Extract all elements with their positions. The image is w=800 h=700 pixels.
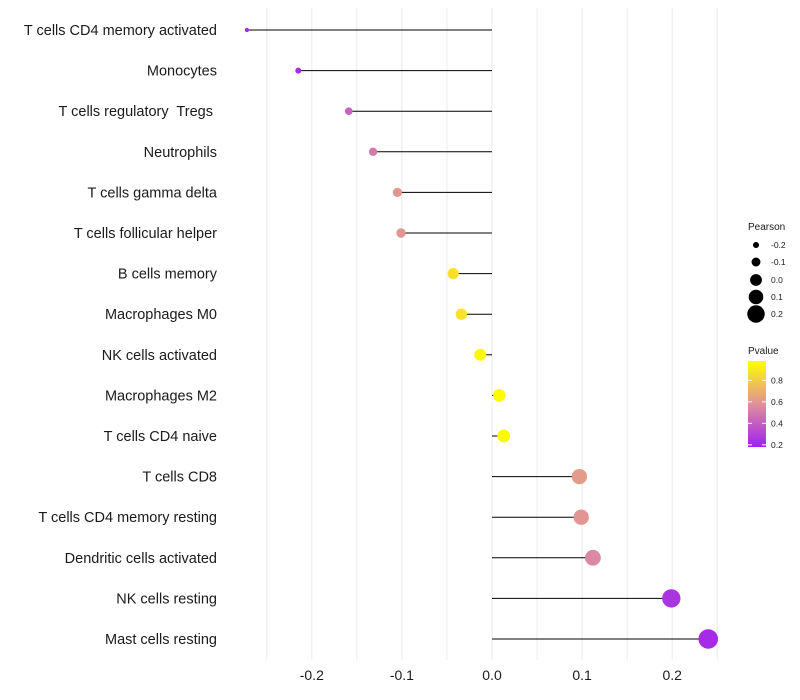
dot bbox=[497, 429, 511, 443]
y-label: T cells CD8 bbox=[142, 470, 217, 486]
legend-pearson-label: 0.2 bbox=[771, 309, 783, 319]
dots bbox=[244, 27, 719, 649]
dot bbox=[368, 147, 378, 157]
stems bbox=[246, 29, 709, 640]
dot bbox=[492, 389, 506, 402]
legend-pvalue-title: Pvalue bbox=[748, 346, 779, 357]
dot bbox=[344, 107, 353, 116]
dot bbox=[662, 589, 681, 608]
legend-pvalue-label: 0.8 bbox=[771, 375, 783, 385]
dot bbox=[455, 308, 468, 320]
x-axis-ticks: -0.2 -0.1 0.0 0.1 0.2 bbox=[300, 667, 682, 683]
y-label: T cells CD4 memory activated bbox=[24, 23, 217, 39]
dot bbox=[571, 468, 588, 485]
legend-pearson-label: -0.1 bbox=[771, 257, 786, 267]
legend-pearson-key bbox=[747, 305, 765, 323]
dot bbox=[396, 228, 406, 238]
y-label: T cells follicular helper bbox=[74, 226, 217, 242]
y-label: Macrophages M2 bbox=[105, 388, 217, 404]
y-label: T cells CD4 naive bbox=[104, 429, 217, 445]
legend-pearson-label: 0.1 bbox=[771, 292, 783, 302]
legend-pvalue-label: 0.2 bbox=[771, 440, 783, 450]
dot bbox=[447, 268, 459, 280]
y-label: NK cells resting bbox=[116, 591, 217, 607]
y-label: Neutrophils bbox=[144, 145, 217, 161]
legend-pearson-key bbox=[750, 274, 762, 286]
grid bbox=[266, 8, 718, 660]
legend-pearson: Pearson -0.2 -0.1 0.0 0.1 0.2 bbox=[747, 222, 786, 323]
pvalue-colorbar bbox=[748, 361, 766, 447]
legend-pearson-key bbox=[751, 257, 761, 267]
y-axis-labels: T cells CD4 memory activated Monocytes T c… bbox=[24, 23, 218, 648]
dot bbox=[474, 348, 487, 361]
dot bbox=[573, 509, 589, 525]
x-tick-label: 0.1 bbox=[572, 667, 592, 683]
y-label: NK cells activated bbox=[102, 348, 217, 364]
legend-pearson-key bbox=[748, 289, 764, 305]
dot bbox=[585, 549, 601, 566]
y-label: T cells CD4 memory resting bbox=[38, 510, 217, 526]
dot bbox=[392, 187, 403, 198]
dot bbox=[244, 27, 250, 33]
x-tick-label: -0.1 bbox=[390, 667, 414, 683]
y-label: Dendritic cells activated bbox=[65, 551, 217, 567]
x-tick-label: 0.0 bbox=[482, 667, 502, 683]
y-label: T cells gamma delta bbox=[88, 185, 218, 201]
dot bbox=[698, 629, 719, 649]
y-label: B cells memory bbox=[118, 267, 218, 283]
legend-pvalue: Pvalue 0.8 0.6 0.4 0.2 bbox=[748, 346, 783, 450]
y-label: Mast cells resting bbox=[105, 632, 217, 648]
legend-pearson-label: -0.2 bbox=[771, 240, 786, 250]
y-label: T cells regulatory Tregs bbox=[59, 104, 218, 120]
x-tick-label: -0.2 bbox=[300, 667, 324, 683]
y-label: Macrophages M0 bbox=[105, 307, 217, 323]
legend-pvalue-label: 0.6 bbox=[771, 397, 783, 407]
dot bbox=[295, 67, 302, 74]
legend-pearson-label: 0.0 bbox=[771, 275, 783, 285]
legend-pvalue-label: 0.4 bbox=[771, 418, 783, 428]
legend-pearson-key bbox=[752, 241, 760, 249]
legend-pearson-title: Pearson bbox=[748, 222, 785, 233]
x-tick-label: 0.2 bbox=[662, 667, 682, 683]
y-label: Monocytes bbox=[147, 64, 217, 80]
